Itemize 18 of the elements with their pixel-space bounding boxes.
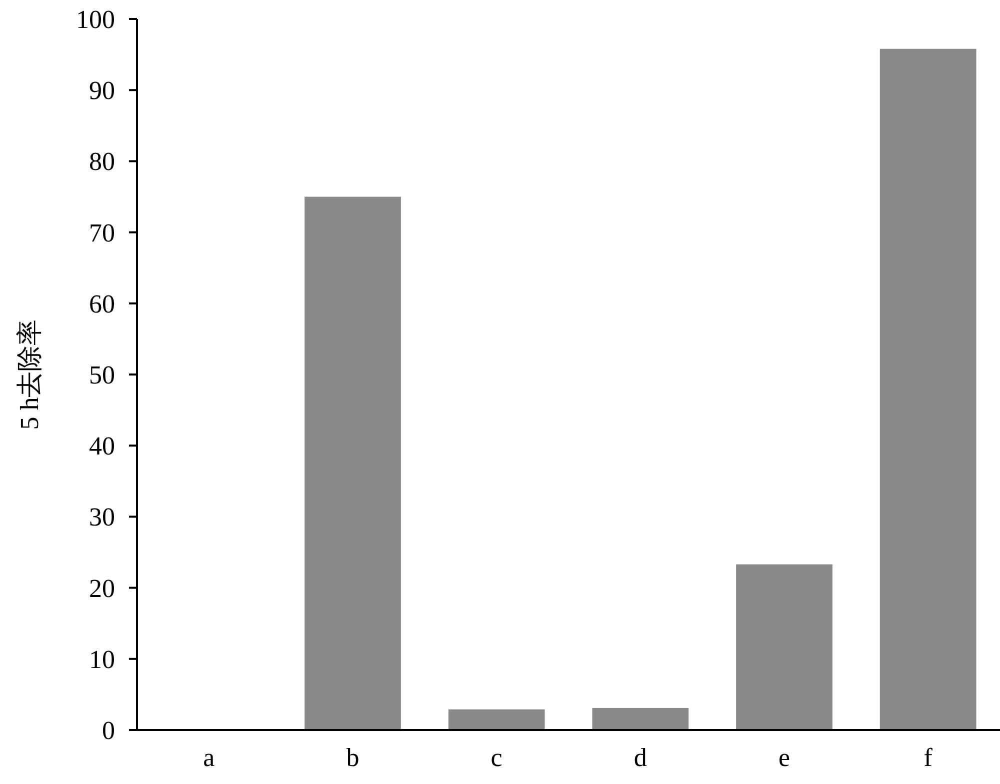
y-tick-label: 100: [76, 5, 115, 34]
y-tick-label: 60: [89, 289, 115, 318]
x-tick-label: e: [778, 743, 790, 772]
y-tick-label: 70: [89, 218, 115, 248]
y-axis-title: 5 h去除率: [15, 319, 44, 430]
x-tick-label: a: [203, 743, 216, 772]
y-tick-label: 80: [89, 147, 115, 176]
y-tick-label: 20: [89, 574, 115, 603]
y-tick-label: 50: [89, 360, 115, 390]
x-tick-label: d: [634, 743, 647, 772]
y-tick-label: 40: [89, 432, 115, 461]
y-tick-label: 30: [89, 502, 115, 532]
x-tick-label: f: [924, 743, 933, 772]
x-tick-label: b: [346, 743, 360, 772]
x-tick-label: c: [490, 743, 502, 772]
y-tick-label: 10: [89, 644, 115, 674]
y-tick-label: 0: [102, 716, 115, 745]
y-tick-label: 90: [89, 76, 115, 106]
